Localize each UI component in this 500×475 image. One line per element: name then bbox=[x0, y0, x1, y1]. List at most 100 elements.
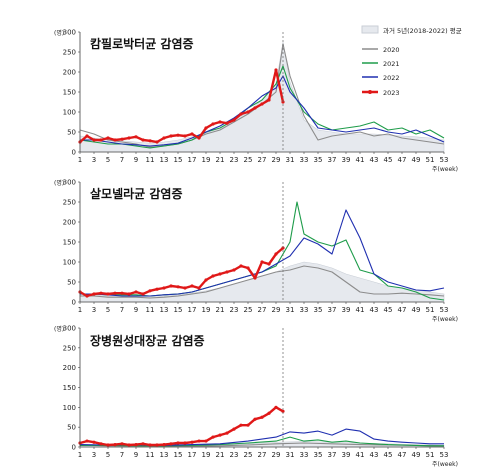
series-point-2023 bbox=[232, 427, 236, 431]
x-tick-label: 5 bbox=[106, 306, 110, 314]
x-tick-label: 53 bbox=[440, 451, 449, 459]
series-point-2023 bbox=[92, 138, 96, 142]
series-point-2023 bbox=[113, 443, 117, 447]
series-point-2023 bbox=[169, 284, 173, 288]
series-point-2023 bbox=[225, 431, 229, 435]
x-tick-label: 37 bbox=[328, 451, 337, 459]
x-tick-label: 27 bbox=[258, 156, 267, 164]
series-point-2023 bbox=[190, 132, 194, 136]
series-point-2023 bbox=[141, 292, 145, 296]
x-tick-label: 43 bbox=[370, 156, 379, 164]
series-point-2023 bbox=[274, 405, 278, 409]
series-point-2023 bbox=[211, 122, 215, 126]
x-tick-label: 13 bbox=[160, 306, 169, 314]
x-tick-label: 39 bbox=[342, 451, 351, 459]
series-point-2023 bbox=[148, 443, 152, 447]
series-point-2023 bbox=[120, 291, 124, 295]
x-tick-label: 21 bbox=[216, 306, 225, 314]
x-tick-label: 3 bbox=[92, 451, 96, 459]
series-point-2023 bbox=[106, 136, 110, 140]
series-point-2023 bbox=[260, 260, 264, 264]
x-tick-label: 3 bbox=[92, 156, 96, 164]
x-tick-label: 41 bbox=[356, 156, 365, 164]
x-tick-label: 11 bbox=[146, 156, 155, 164]
series-point-2023 bbox=[183, 134, 187, 138]
series-point-2023 bbox=[239, 112, 243, 116]
series-point-2023 bbox=[127, 443, 131, 447]
x-tick-label: 29 bbox=[272, 156, 281, 164]
chart-title: 캄필로박터균 감염증 bbox=[90, 36, 194, 51]
series-point-2023 bbox=[260, 415, 264, 419]
series-point-2023 bbox=[274, 68, 278, 72]
x-tick-label: 39 bbox=[342, 156, 351, 164]
x-tick-label: 37 bbox=[328, 156, 337, 164]
y-tick-label: 100 bbox=[63, 404, 76, 412]
series-point-2023 bbox=[155, 140, 159, 144]
series-point-2023 bbox=[113, 138, 117, 142]
y-tick-label: 0 bbox=[72, 149, 76, 157]
x-tick-label: 51 bbox=[426, 156, 435, 164]
x-tick-label: 11 bbox=[146, 451, 155, 459]
x-tick-label: 5 bbox=[106, 451, 110, 459]
x-tick-label: 5 bbox=[106, 156, 110, 164]
series-point-2023 bbox=[99, 291, 103, 295]
series-point-2023 bbox=[127, 136, 131, 140]
x-tick-label: 15 bbox=[174, 451, 183, 459]
x-tick-label: 29 bbox=[272, 451, 281, 459]
series-point-2023 bbox=[176, 285, 180, 289]
x-tick-label: 19 bbox=[202, 156, 211, 164]
series-point-2023 bbox=[232, 118, 236, 122]
series-point-2023 bbox=[267, 411, 271, 415]
series-line-2023 bbox=[79, 406, 284, 447]
y-tick-label: 300 bbox=[63, 325, 76, 333]
x-tick-label: 3 bbox=[92, 306, 96, 314]
y-tick-label: 50 bbox=[67, 129, 76, 137]
series-point-2023 bbox=[218, 120, 222, 124]
y-tick-label: 200 bbox=[63, 219, 76, 227]
series-point-2023 bbox=[197, 439, 201, 443]
x-axis-unit: 주(week) bbox=[432, 461, 458, 468]
series-point-2023 bbox=[148, 139, 152, 143]
x-tick-label: 35 bbox=[314, 306, 323, 314]
y-tick-label: 50 bbox=[67, 279, 76, 287]
x-tick-label: 13 bbox=[160, 451, 169, 459]
x-tick-label: 47 bbox=[398, 451, 407, 459]
series-point-2023 bbox=[141, 442, 145, 446]
series-point-2023 bbox=[92, 440, 96, 444]
x-tick-label: 23 bbox=[230, 306, 239, 314]
x-tick-label: 1 bbox=[78, 306, 82, 314]
series-point-2023 bbox=[169, 134, 173, 138]
series-point-2023 bbox=[85, 294, 89, 298]
legend: 과거 5년(2018-2022) 평균 2020 2021 2022 2023 bbox=[361, 25, 462, 97]
x-tick-label: 37 bbox=[328, 306, 337, 314]
series-point-2023 bbox=[253, 276, 257, 280]
x-tick-label: 9 bbox=[134, 451, 138, 459]
series-point-2023 bbox=[155, 443, 159, 447]
x-tick-label: 27 bbox=[258, 306, 267, 314]
x-tick-label: 7 bbox=[120, 156, 124, 164]
series-point-2023 bbox=[267, 98, 271, 102]
x-tick-label: 27 bbox=[258, 451, 267, 459]
legend-2022-label: 2022 bbox=[383, 74, 400, 82]
series-point-2023 bbox=[246, 423, 250, 427]
series-point-2023 bbox=[274, 252, 278, 256]
series-point-2023 bbox=[106, 292, 110, 296]
series-point-2023 bbox=[225, 270, 229, 274]
x-tick-label: 25 bbox=[244, 451, 253, 459]
series-point-2023 bbox=[127, 292, 131, 296]
x-tick-label: 23 bbox=[230, 156, 239, 164]
x-tick-label: 43 bbox=[370, 306, 379, 314]
series-point-2023 bbox=[85, 439, 89, 443]
y-tick-label: 300 bbox=[63, 179, 76, 187]
series-point-2023 bbox=[267, 262, 271, 266]
series-point-2023 bbox=[85, 134, 89, 138]
x-tick-label: 31 bbox=[286, 306, 295, 314]
x-tick-label: 45 bbox=[384, 451, 393, 459]
legend-avg-label: 과거 5년(2018-2022) 평균 bbox=[383, 26, 462, 35]
x-axis-unit: 주(week) bbox=[432, 316, 458, 323]
x-tick-label: 9 bbox=[134, 156, 138, 164]
series-point-2023 bbox=[253, 106, 257, 110]
x-tick-label: 17 bbox=[188, 306, 197, 314]
series-point-2023 bbox=[148, 289, 152, 293]
